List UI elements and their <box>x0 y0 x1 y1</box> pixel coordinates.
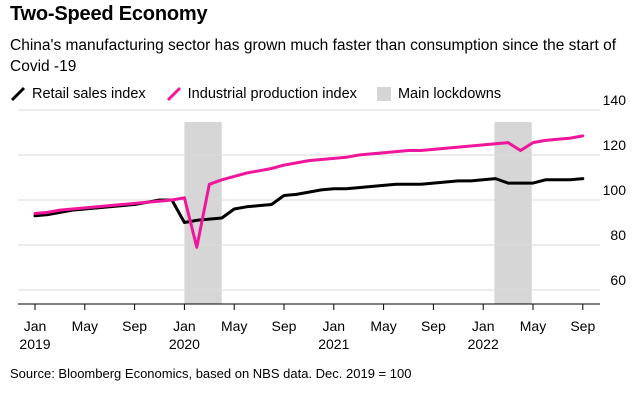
series-lines <box>33 134 585 249</box>
legend-label-retail: Retail sales index <box>32 86 146 102</box>
x-tick-label-1: May <box>72 318 98 334</box>
chart-title: Two-Speed Economy <box>10 3 208 25</box>
legend-item-industrial: Industrial production index <box>166 86 357 102</box>
legend: Retail sales index Industrial production… <box>10 84 521 104</box>
x-tick-year-2019: 2019 <box>19 336 50 352</box>
x-tick-label-9: Jan <box>472 318 495 334</box>
industrial-production-line <box>33 134 585 249</box>
y-tick-label-80: 80 <box>610 227 626 243</box>
y-tick-label-120: 120 <box>603 137 627 153</box>
x-tick-year-2022: 2022 <box>468 336 499 352</box>
legend-swatch-lockdowns <box>376 87 391 101</box>
gridlines <box>18 109 600 291</box>
x-tick-label-0: Jan <box>24 318 47 334</box>
y-axis-labels: 60 80 100 120 140 <box>603 92 627 288</box>
x-axis: Jan 2019 May Sep Jan 2020 May Sep Jan 2021 May Sep J… <box>18 303 600 352</box>
lockdown-shading-layer <box>184 122 532 304</box>
x-tick-label-2: Sep <box>122 318 147 334</box>
x-tick-year-2020: 2020 <box>169 336 200 352</box>
x-tick-label-11: Sep <box>570 318 595 334</box>
x-tick-label-6: Jan <box>323 318 346 334</box>
legend-item-lockdowns: Main lockdowns <box>376 86 502 102</box>
x-tick-label-3: Jan <box>173 318 196 334</box>
legend-item-retail: Retail sales index <box>10 86 146 102</box>
x-tick-label-8: Sep <box>421 318 446 334</box>
chart-subtitle: China's manufacturing sector has grown m… <box>10 37 617 75</box>
x-tick-label-4: May <box>221 318 247 334</box>
y-tick-label-140: 140 <box>603 92 627 108</box>
legend-label-lockdowns: Main lockdowns <box>397 86 502 102</box>
y-tick-label-100: 100 <box>603 182 627 198</box>
y-tick-label-60: 60 <box>610 272 626 288</box>
lockdown-band-2 <box>494 122 532 304</box>
x-tick-label-7: May <box>370 318 396 334</box>
legend-swatch-industrial <box>166 86 181 102</box>
legend-label-industrial: Industrial production index <box>187 86 357 102</box>
x-tick-label-10: May <box>520 318 546 334</box>
legend-swatch-retail <box>10 86 26 102</box>
x-tick-label-5: Sep <box>272 318 297 334</box>
x-tick-year-2021: 2021 <box>318 336 349 352</box>
source-note: Source: Bloomberg Economics, based on NB… <box>10 366 412 381</box>
